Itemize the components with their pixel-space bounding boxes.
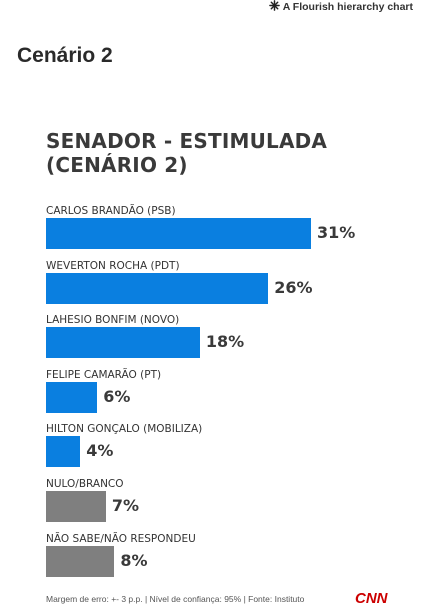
bar-value-label: 26% (274, 277, 313, 297)
bar-category-label: NULO/BRANCO (46, 477, 124, 490)
flourish-credit-text: A Flourish hierarchy chart (282, 1, 413, 13)
bar-row: WEVERTON ROCHA (PDT) 26% (46, 260, 416, 315)
chart-title: SENADOR - ESTIMULADA (CENÁRIO 2) (46, 129, 328, 177)
bar-category-label: LAHESIO BONFIM (NOVO) (46, 314, 180, 327)
bar-value-label: 8% (120, 550, 148, 570)
bar-row: NULO/BRANCO 7% (46, 478, 416, 533)
bar (46, 436, 81, 468)
flourish-star-icon (268, 0, 280, 14)
cnn-logo: CNN (355, 590, 388, 607)
bar-row: FELIPE CAMARÃO (PT) 6% (46, 369, 416, 424)
bar-value-label: 31% (317, 223, 356, 242)
source-footnote: Margem de erro: +- 3 p.p. | Nível de con… (46, 594, 305, 604)
bar-chart: CARLOS BRANDÃO (PSB) 31% WEVERTON ROCHA (P… (46, 205, 416, 587)
bar-value-label: 4% (86, 441, 114, 461)
bar-category-label: NÃO SABE/NÃO RESPONDEU (46, 532, 196, 545)
bar (46, 272, 269, 304)
bar-value-label: 18% (205, 332, 245, 352)
bar (46, 381, 98, 413)
bar-value-label: 6% (103, 386, 131, 406)
bar (46, 545, 115, 577)
bar-row: CARLOS BRANDÃO (PSB) 31% (46, 205, 416, 260)
bar-row: LAHESIO BONFIM (NOVO) 18% (46, 314, 416, 369)
flourish-credit[interactable]: A Flourish hierarchy chart (268, 0, 413, 14)
bar-row: NÃO SABE/NÃO RESPONDEU 8% (46, 533, 416, 588)
page-title: Cenário 2 (17, 44, 113, 67)
bar (46, 218, 311, 249)
bar-value-label: 7% (111, 495, 139, 515)
bar-category-label: WEVERTON ROCHA (PDT) (46, 259, 180, 272)
bar-category-label: CARLOS BRANDÃO (PSB) (46, 205, 176, 217)
bar-row: HILTON GONÇALO (MOBILIZA) 4% (46, 423, 416, 478)
bar-category-label: FELIPE CAMARÃO (PT) (46, 368, 162, 381)
bar (46, 327, 200, 359)
bar-category-label: HILTON GONÇALO (MOBILIZA) (46, 423, 203, 436)
bar (46, 490, 106, 522)
